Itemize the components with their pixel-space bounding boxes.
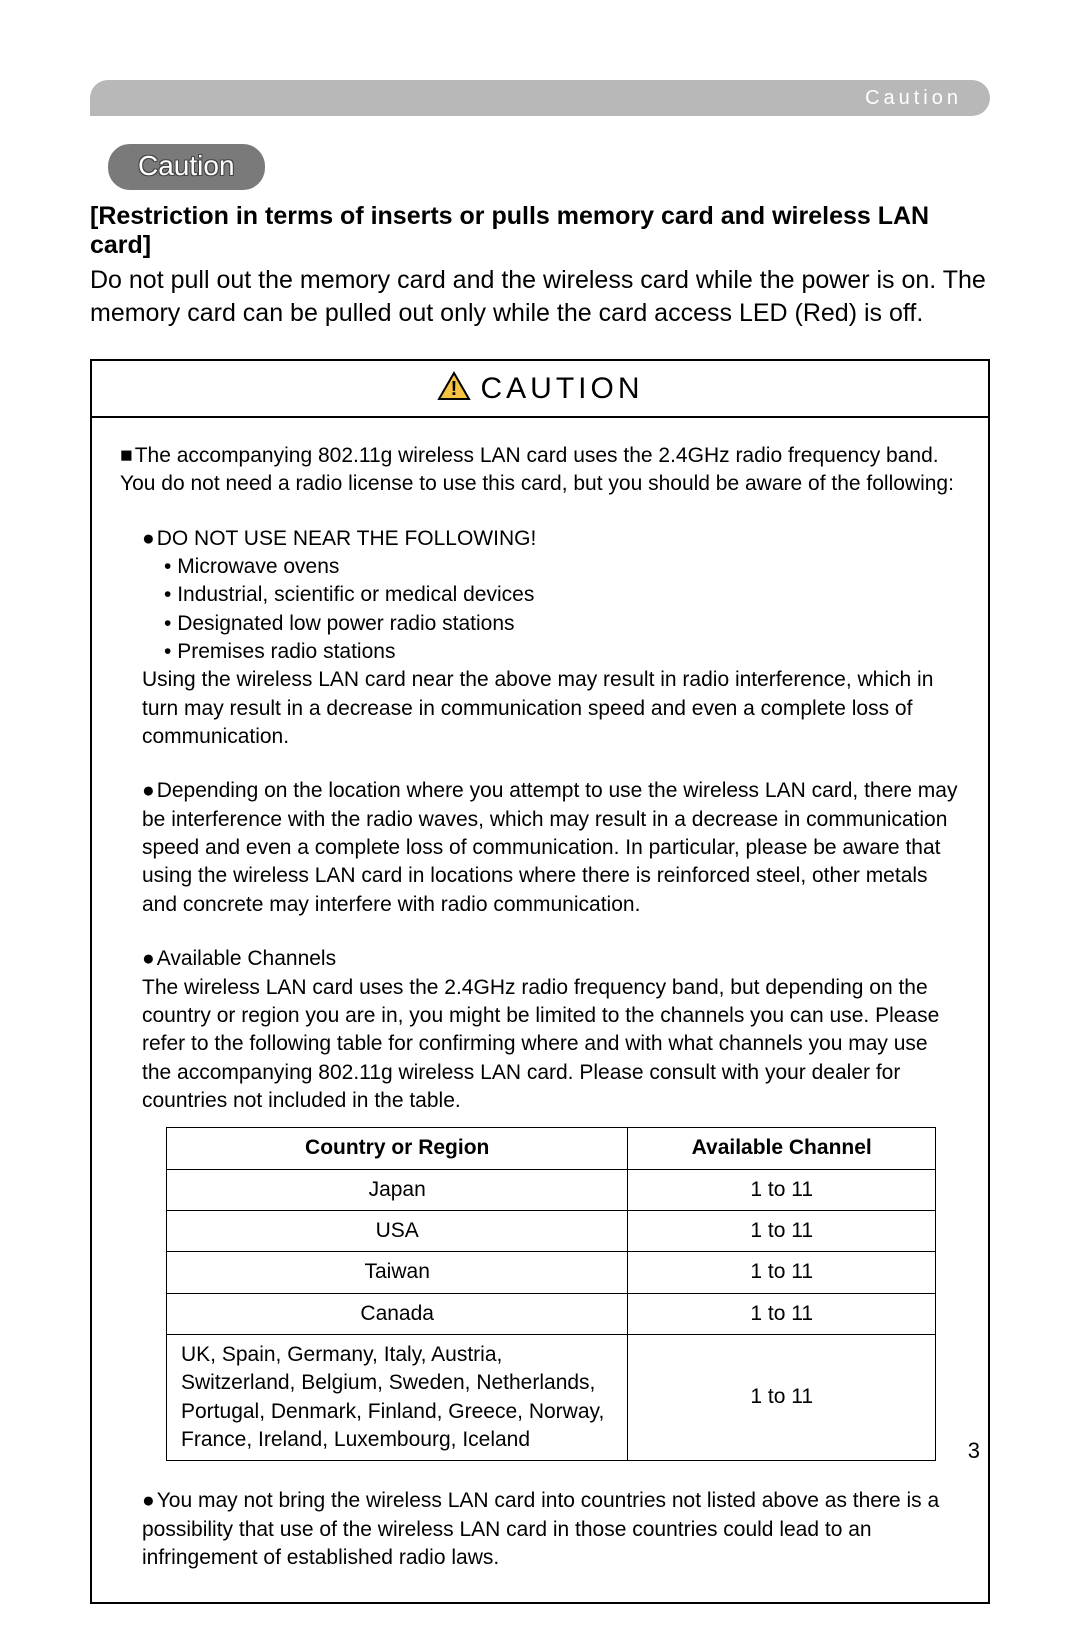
do-not-use-item: Microwave ovens xyxy=(120,553,960,581)
square-bullet-icon xyxy=(120,444,135,467)
table-cell-channel: 1 to 11 xyxy=(628,1210,936,1251)
table-cell-channel: 1 to 11 xyxy=(628,1334,936,1460)
table-cell-region: Japan xyxy=(167,1169,628,1210)
header-bar: Caution xyxy=(90,80,990,116)
do-not-use-item: Premises radio stations xyxy=(120,638,960,666)
table-header-channel: Available Channel xyxy=(628,1128,936,1169)
table-header-row: Country or Region Available Channel xyxy=(167,1128,936,1169)
caution-para-3-row: You may not bring the wireless LAN card … xyxy=(120,1487,960,1572)
table-cell-region: UK, Spain, Germany, Italy, Austria, Swit… xyxy=(167,1334,628,1460)
breadcrumb-text: Caution xyxy=(865,87,962,110)
caution-box-header: ! CAUTION xyxy=(92,361,988,418)
restriction-body: Do not pull out the memory card and the … xyxy=(90,264,990,329)
table-cell-region: Taiwan xyxy=(167,1252,628,1293)
available-channels-intro: The wireless LAN card uses the 2.4GHz ra… xyxy=(142,974,960,1116)
caution-para-2-text: Depending on the location where you atte… xyxy=(142,779,957,915)
caution-box-heading: CAUTION xyxy=(481,372,644,406)
page-number: 3 xyxy=(968,1438,980,1464)
table-row: Japan 1 to 11 xyxy=(167,1169,936,1210)
do-not-use-block: DO NOT USE NEAR THE FOLLOWING! Microwave… xyxy=(120,525,960,752)
do-not-use-heading: DO NOT USE NEAR THE FOLLOWING! xyxy=(157,527,537,550)
do-not-use-item: Industrial, scientific or medical device… xyxy=(120,581,960,609)
round-bullet-icon xyxy=(142,779,157,802)
table-cell-region: Canada xyxy=(167,1293,628,1334)
available-channels-heading: Available Channels xyxy=(157,947,336,970)
caution-para-2-row: Depending on the location where you atte… xyxy=(120,777,960,919)
available-channels-heading-row: Available Channels xyxy=(142,945,960,973)
page-container: Caution Caution [Restriction in terms of… xyxy=(0,0,1080,1644)
caution-para-1-text: The accompanying 802.11g wireless LAN ca… xyxy=(120,444,954,495)
table-cell-channel: 1 to 11 xyxy=(628,1293,936,1334)
table-row: Canada 1 to 11 xyxy=(167,1293,936,1334)
do-not-use-tail: Using the wireless LAN card near the abo… xyxy=(120,666,960,751)
caution-para-1: The accompanying 802.11g wireless LAN ca… xyxy=(120,442,960,499)
table-row: USA 1 to 11 xyxy=(167,1210,936,1251)
available-channels-block: Available Channels The wireless LAN card… xyxy=(120,945,960,1461)
table-header-region: Country or Region xyxy=(167,1128,628,1169)
caution-pill-label: Caution xyxy=(138,150,235,181)
channels-table: Country or Region Available Channel Japa… xyxy=(166,1127,936,1461)
do-not-use-heading-row: DO NOT USE NEAR THE FOLLOWING! xyxy=(120,525,960,553)
restriction-title: [Restriction in terms of inserts or pull… xyxy=(90,202,990,260)
caution-box: ! CAUTION The accompanying 802.11g wirel… xyxy=(90,359,990,1604)
warning-triangle-icon: ! xyxy=(437,371,471,406)
do-not-use-item: Designated low power radio stations xyxy=(120,610,960,638)
caution-pill: Caution xyxy=(108,144,265,190)
caution-para-3-text: You may not bring the wireless LAN card … xyxy=(142,1489,939,1569)
round-bullet-icon xyxy=(142,527,157,550)
round-bullet-icon xyxy=(142,1489,157,1512)
table-row: Taiwan 1 to 11 xyxy=(167,1252,936,1293)
caution-box-body: The accompanying 802.11g wireless LAN ca… xyxy=(92,418,988,1602)
table-row: UK, Spain, Germany, Italy, Austria, Swit… xyxy=(167,1334,936,1460)
table-cell-channel: 1 to 11 xyxy=(628,1169,936,1210)
svg-text:!: ! xyxy=(450,378,457,400)
table-cell-region: USA xyxy=(167,1210,628,1251)
channels-table-wrap: Country or Region Available Channel Japa… xyxy=(142,1115,960,1461)
round-bullet-icon xyxy=(142,947,157,970)
table-cell-channel: 1 to 11 xyxy=(628,1252,936,1293)
